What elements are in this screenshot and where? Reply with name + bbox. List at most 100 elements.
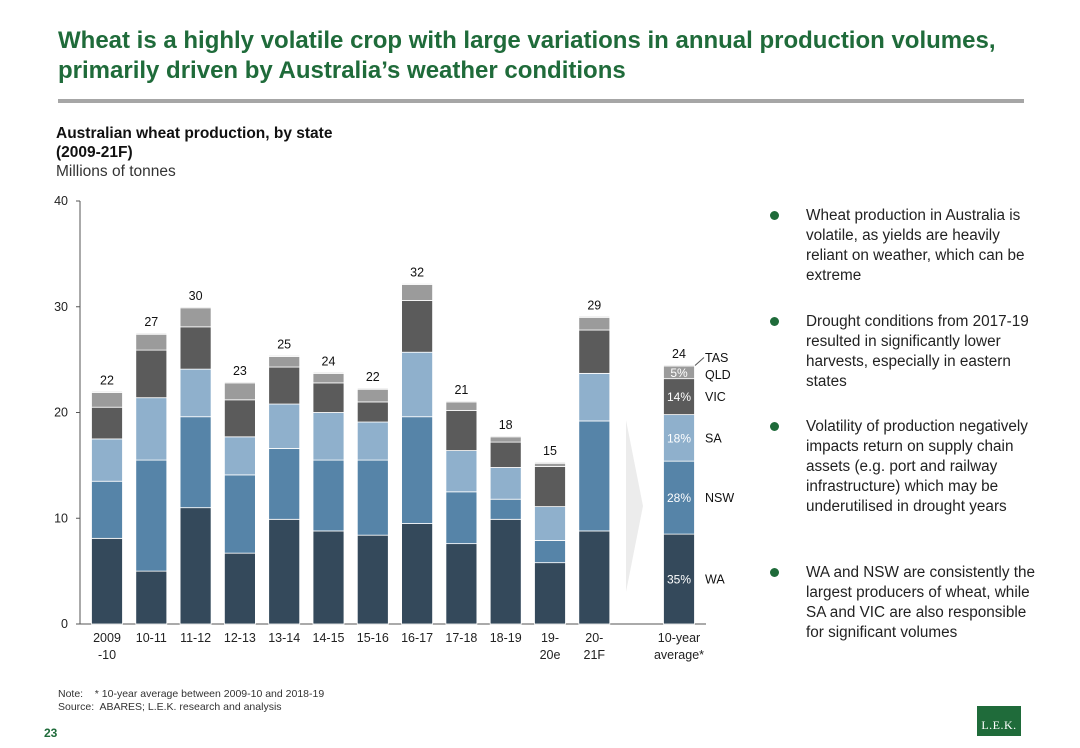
x-category-label: 15-16 (357, 631, 389, 645)
bar-segment-wa (356, 534, 389, 625)
bar-segment-sa (401, 351, 434, 418)
bar-segment-tas (534, 461, 566, 464)
bar-segment-vic (223, 399, 256, 438)
x-category-label: 13-14 (268, 631, 300, 645)
series-label-wa: WA (705, 573, 725, 587)
x-category-label: 20e (540, 648, 561, 662)
chart-subtitle: Millions of tonnes (56, 163, 176, 180)
bar-total-label: 27 (144, 315, 158, 329)
bar-segment-sa (663, 414, 695, 462)
bar-segment-vic (135, 349, 168, 399)
bar-segment-nsw (489, 498, 522, 520)
bar-segment-vic (401, 300, 434, 353)
bar-segment-tas (445, 400, 478, 403)
share-label-nsw: 28% (667, 491, 691, 505)
bar-total-label: 24 (672, 347, 686, 361)
bar-segment-vic (312, 382, 345, 413)
bar-segment-wa (135, 570, 168, 625)
bar-segment-sa (179, 368, 212, 418)
bar-segment-nsw (578, 420, 611, 532)
bar-total-label: 22 (100, 373, 114, 387)
title-divider (58, 99, 1024, 103)
bar-segment-qld (401, 284, 434, 301)
bar-segment-vic (179, 326, 212, 370)
x-category-label: 11-12 (180, 631, 211, 645)
bar-segment-sa (223, 436, 256, 476)
bar-segment-nsw (135, 459, 168, 572)
bar-total-label: 15 (543, 444, 557, 458)
bar-segment-tas (489, 435, 522, 438)
bar-segment-wa (312, 530, 345, 625)
bar-segment-wa (663, 533, 695, 625)
bar-segment-wa (578, 530, 611, 625)
x-category-label: 20- (585, 631, 603, 645)
series-label-vic: VIC (705, 390, 726, 404)
x-category-label: average* (654, 648, 704, 662)
bar-segment-tas (578, 315, 611, 318)
bar-total-label: 32 (410, 265, 424, 279)
x-category-label: 18-19 (490, 631, 522, 645)
x-category-label: 17-18 (445, 631, 477, 645)
bar-segment-sa (135, 397, 168, 461)
bar-segment-tas (401, 283, 434, 285)
bullet-item: Drought conditions from 2017-19 resulted… (768, 312, 1038, 392)
bar-segment-tas (663, 364, 695, 367)
share-label-vic: 14% (667, 390, 691, 404)
bar-segment-qld (445, 401, 478, 411)
bullet-dot-icon (770, 422, 779, 431)
bar-segment-sa (268, 403, 301, 449)
bullet-text: Volatility of production negatively impa… (806, 418, 1028, 515)
bar-segment-qld (91, 392, 123, 408)
bullet-text: Wheat production in Australia is volatil… (806, 207, 1025, 284)
series-label-qld: QLD (705, 368, 731, 382)
bullet-text: WA and NSW are consistently the largest … (806, 564, 1035, 641)
bar-segment-vic (268, 366, 301, 405)
bullet-dot-icon (770, 568, 779, 577)
bar-segment-wa (534, 562, 566, 625)
bar-segment-wa (223, 552, 256, 625)
bar-segment-sa (91, 438, 123, 482)
x-category-label: 14-15 (313, 631, 345, 645)
slide-title: Wheat is a highly volatile crop with lar… (58, 27, 996, 84)
bar-segment-qld (578, 316, 611, 331)
bar-segment-nsw (223, 474, 256, 554)
bar-total-label: 29 (587, 298, 601, 312)
bar-segment-tas (91, 390, 123, 393)
chart-title-line1: Australian wheat production, by state (56, 125, 333, 142)
chart-title: Australian wheat production, by state (2… (56, 124, 332, 162)
bar-segment-nsw (445, 491, 478, 545)
bar-segment-nsw (356, 459, 389, 536)
chart-title-line2: (2009-21F) (56, 144, 133, 161)
share-label-qld: 5% (670, 366, 688, 380)
wheat-production-chart: 0 10 20 30 40 22 2009 -10 27 10-11 30 11-12 23 12-13 2… (54, 194, 734, 662)
y-tick-label: 30 (54, 300, 68, 314)
bar-segment-nsw (312, 459, 345, 532)
bar-segment-wa (489, 518, 522, 625)
bar-segment-tas (179, 306, 212, 309)
bar-segment-tas (312, 371, 345, 374)
share-label-wa: 35% (667, 573, 691, 587)
x-category-label: 10-year (658, 631, 700, 645)
bar-segment-sa (312, 412, 345, 461)
page-number: 23 (44, 726, 58, 740)
tas-leader-line (694, 357, 705, 366)
source-line: Source: ABARES; L.E.K. research and anal… (58, 701, 282, 713)
y-tick-label: 10 (54, 511, 68, 525)
bullet-text: Drought conditions from 2017-19 resulted… (806, 313, 1029, 390)
arrow-shape (626, 420, 643, 592)
bar-segment-wa (268, 518, 301, 625)
x-category-label: -10 (98, 648, 116, 662)
y-tick-label: 20 (54, 406, 68, 420)
bar-segment-vic (445, 409, 478, 451)
bar-total-label: 30 (189, 289, 203, 303)
series-label-sa: SA (705, 431, 722, 445)
x-category-label: 21F (584, 648, 606, 662)
bar-segment-qld (223, 382, 256, 401)
bar-segment-vic (91, 406, 123, 440)
bar-segment-sa (445, 450, 478, 493)
bar-segment-vic (663, 378, 695, 416)
share-label-sa: 18% (667, 431, 691, 445)
bullet-item: Wheat production in Australia is volatil… (768, 206, 1038, 286)
bar-segment-nsw (268, 448, 301, 520)
x-category-label: 10-11 (136, 631, 167, 645)
